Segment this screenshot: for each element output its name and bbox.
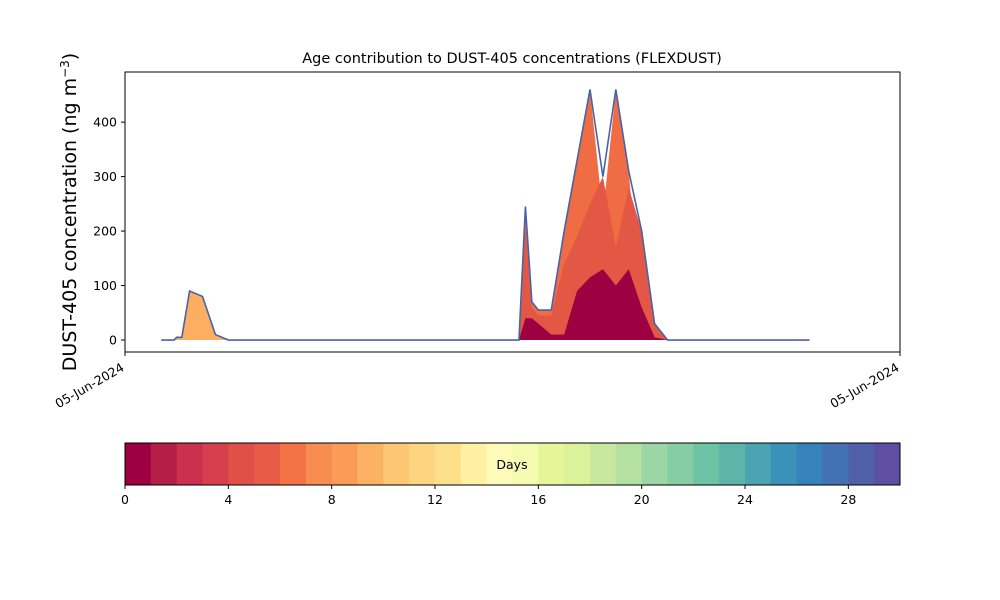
plot-background: [125, 72, 900, 352]
colorbar-segment: [719, 443, 746, 485]
x-tick-label: 05-Jun-2024: [827, 360, 901, 411]
colorbar-segment: [486, 443, 513, 485]
y-axis: 0 100 200 300 400: [93, 115, 125, 348]
y-tick-label: 300: [93, 169, 117, 184]
colorbar-segment: [512, 443, 539, 485]
colorbar-segment: [667, 443, 694, 485]
colorbar-segment: [590, 443, 617, 485]
colorbar: 0 4 8 12 16 20 24 28: [121, 442, 901, 507]
y-tick-label: 200: [93, 224, 117, 239]
y-tick-label: 0: [109, 333, 117, 348]
y-axis-label: DUST-405 concentration (ng m−3): [58, 53, 81, 371]
colorbar-segment: [331, 443, 358, 485]
colorbar-segment: [176, 443, 203, 485]
area-layers: [161, 89, 810, 341]
colorbar-segment: [693, 443, 720, 485]
colorbar-segment: [280, 443, 307, 485]
y-tick-label: 400: [93, 115, 117, 130]
colorbar-label: Days: [496, 457, 527, 472]
colorbar-segment: [460, 443, 488, 485]
colorbar-segment: [125, 443, 152, 485]
colorbar-segment: [357, 443, 384, 485]
area-layer-0: [161, 269, 810, 341]
total-line: [161, 89, 810, 341]
colorbar-segment: [745, 443, 772, 485]
colorbar-segment: [641, 443, 668, 485]
colorbar-segment: [305, 443, 333, 485]
y-tick-label: 100: [93, 278, 117, 293]
colorbar-tick-label: 28: [840, 492, 856, 507]
colorbar-segment: [848, 443, 875, 485]
colorbar-segment: [874, 443, 901, 485]
colorbar-segment: [202, 443, 229, 485]
colorbar-segment: [615, 443, 643, 485]
colorbar-segment: [564, 443, 591, 485]
colorbar-segment: [770, 443, 798, 485]
area-layer-2: [161, 176, 810, 341]
colorbar-segment: [538, 443, 565, 485]
colorbar-segment: [228, 443, 255, 485]
colorbar-segment: [796, 443, 823, 485]
colorbar-segment: [435, 443, 462, 485]
colorbar-segment: [409, 443, 436, 485]
colorbar-tick-label: 16: [530, 492, 546, 507]
colorbar-frame: [124, 442, 901, 486]
colorbar-tick-label: 8: [328, 492, 336, 507]
total-outline: [161, 89, 810, 341]
plot-area: [124, 71, 901, 353]
colorbar-tick-label: 4: [224, 492, 232, 507]
colorbar-tick-label: 0: [121, 492, 129, 507]
colorbar-segment: [383, 443, 410, 485]
colorbar-segment: [822, 443, 849, 485]
plot-frame: [124, 71, 901, 353]
chart-title: Age contribution to DUST-405 concentrati…: [302, 51, 722, 67]
colorbar-tick-label: 12: [427, 492, 443, 507]
colorbar-segment: [254, 443, 281, 485]
x-axis: 05-Jun-2024 05-Jun-2024: [52, 352, 902, 411]
colorbar-tick-label: 24: [737, 492, 753, 507]
colorbar-segment: [150, 443, 178, 485]
colorbar-tick-label: 20: [634, 492, 650, 507]
